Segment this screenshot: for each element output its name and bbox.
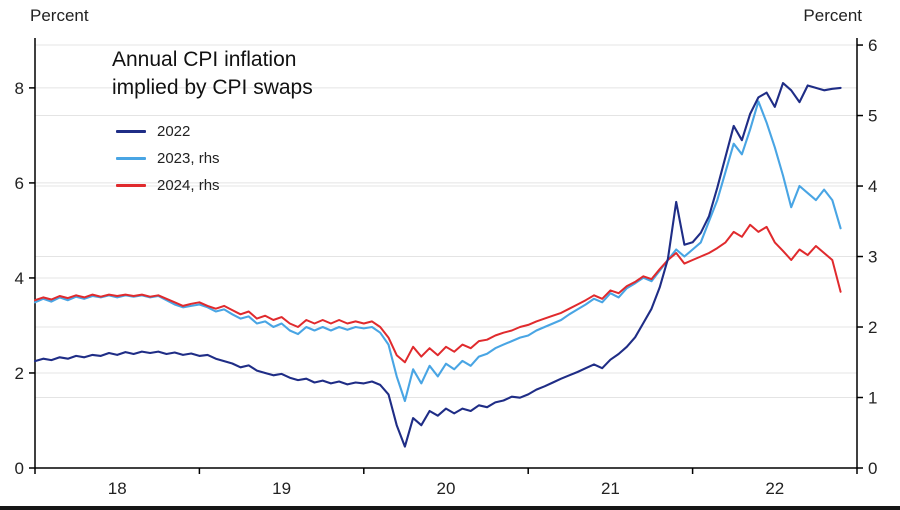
series-line-2022 <box>33 82 842 448</box>
svg-text:20: 20 <box>437 479 456 498</box>
chart-title: Annual CPI inflation implied by CPI swap… <box>112 46 313 102</box>
legend-item-2022: 2022 <box>116 118 220 145</box>
legend-item-2024: 2024, rhs <box>116 172 220 199</box>
svg-text:6: 6 <box>868 36 877 55</box>
legend-label-2024: 2024, rhs <box>157 177 220 194</box>
legend-item-2023: 2023, rhs <box>116 145 220 172</box>
right-axis-unit-label: Percent <box>803 6 862 25</box>
svg-text:5: 5 <box>868 107 877 126</box>
svg-text:8: 8 <box>15 79 24 98</box>
svg-text:1: 1 <box>868 389 877 408</box>
chart-title-line-2: implied by CPI swaps <box>112 76 313 99</box>
svg-text:22: 22 <box>765 479 784 498</box>
svg-text:19: 19 <box>272 479 291 498</box>
legend: 2022 2023, rhs 2024, rhs <box>116 118 220 199</box>
legend-swatch-2022-icon <box>116 130 146 133</box>
chart-title-line-1: Annual CPI inflation <box>112 48 297 71</box>
svg-text:18: 18 <box>108 479 127 498</box>
svg-text:0: 0 <box>868 459 877 478</box>
series-line-2023-rhs <box>33 100 842 403</box>
legend-label-2022: 2022 <box>157 123 191 140</box>
video-progress-bar <box>0 506 900 510</box>
svg-text:4: 4 <box>868 177 877 196</box>
svg-text:0: 0 <box>15 459 24 478</box>
svg-text:4: 4 <box>15 269 24 288</box>
svg-text:2: 2 <box>15 364 24 383</box>
svg-text:6: 6 <box>15 174 24 193</box>
legend-swatch-2024-icon <box>116 184 146 187</box>
left-axis-unit-label: Percent <box>30 6 89 25</box>
legend-label-2023: 2023, rhs <box>157 150 220 167</box>
svg-text:3: 3 <box>868 248 877 267</box>
svg-text:21: 21 <box>601 479 620 498</box>
svg-text:2: 2 <box>868 318 877 337</box>
legend-swatch-2023-icon <box>116 157 146 160</box>
series-line-2024-rhs <box>34 223 842 364</box>
